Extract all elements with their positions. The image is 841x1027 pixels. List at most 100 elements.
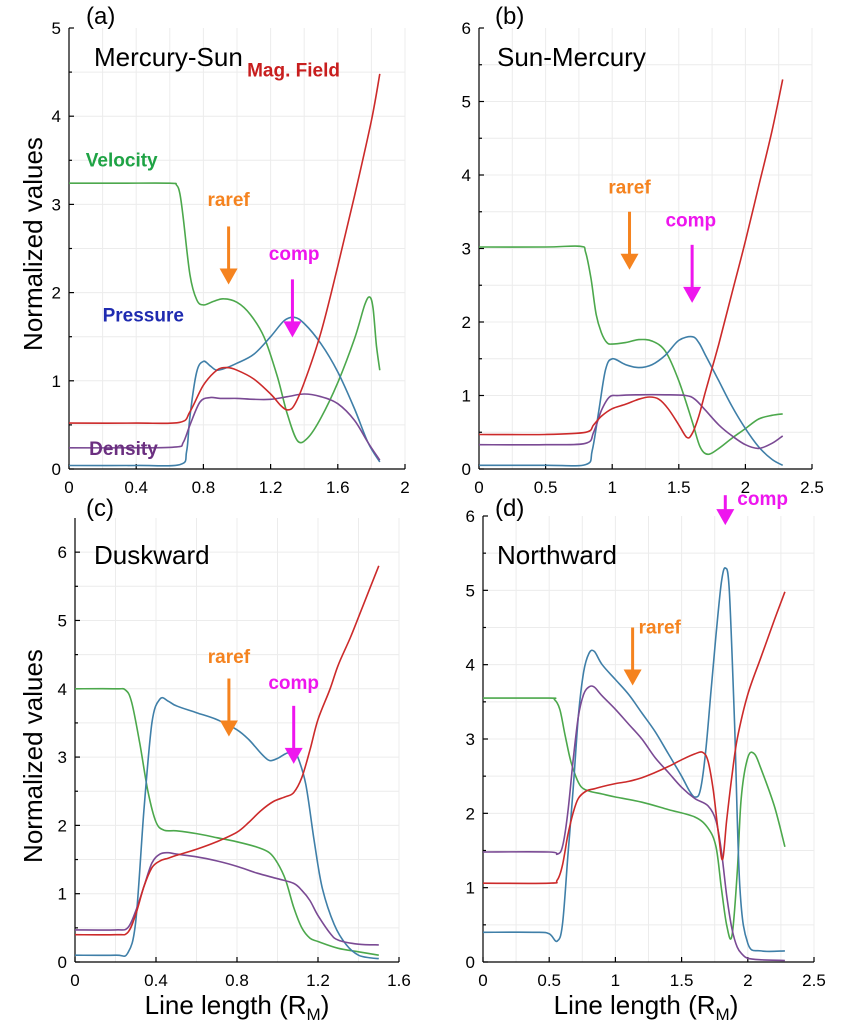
series-line-velocity [482, 697, 786, 940]
y-tick-label: 4 [466, 656, 475, 675]
raref-label: raref [207, 190, 250, 211]
y-tick-label: 2 [462, 313, 471, 332]
y-tick-label: 1 [462, 387, 471, 406]
y-tick-label: 3 [52, 195, 61, 214]
y-tick-label: 5 [462, 93, 471, 112]
series-line-density [68, 393, 381, 461]
raref-arrow-head [219, 720, 238, 737]
y-tick-label: 4 [52, 107, 61, 126]
series-label-velocity: Velocity [86, 150, 158, 171]
y-tick-label: 2 [58, 816, 67, 835]
series-line-density [478, 393, 784, 450]
y-tick-label: 5 [58, 611, 67, 630]
y-tick-label: 3 [462, 240, 471, 259]
panel-title: Sun-Mercury [497, 42, 646, 72]
x-tick-label: 0 [478, 971, 487, 990]
panel-label: (a) [86, 3, 115, 30]
y-axis-title-top: Normalized values [18, 137, 48, 351]
series-line-mag [482, 591, 786, 885]
comp-label: comp [268, 673, 319, 694]
series-line-pressure [478, 335, 784, 467]
x-tick-label: 0.4 [124, 478, 148, 497]
panel-b: 0 0.5 1 1.5 2 2.5 0 1 2 3 4 5 6 (b) Sun-Mercury rarefco… [462, 3, 824, 497]
x-tick-label: 0.8 [225, 971, 249, 990]
x-tick-label: 1.6 [387, 971, 411, 990]
x-tick-label: 1.6 [326, 478, 350, 497]
x-tick-label: 0.5 [537, 971, 561, 990]
x-tick-label: 2 [741, 478, 750, 497]
series-label-density: Density [89, 439, 158, 460]
comp-arrow-head [284, 747, 303, 764]
comp-arrow-head [683, 286, 702, 303]
x-tick-label: 1 [607, 478, 616, 497]
raref-label: raref [608, 177, 651, 198]
x-tick-label: 0.5 [534, 478, 558, 497]
x-tick-label: 0 [70, 971, 79, 990]
x-tick-label: 2 [400, 478, 409, 497]
x-tick-label: 1 [611, 971, 620, 990]
axis-titles: Normalized values Normalized values Line… [18, 137, 738, 1024]
panel-a: 0 0.4 0.8 1.2 1.6 2 0 1 2 3 4 5 (a) Mercury-Sun Mag. F… [52, 3, 410, 497]
raref-arrow-head [620, 253, 639, 270]
y-tick-label: 6 [466, 507, 475, 526]
series-label-mag: Mag. Field [247, 61, 340, 82]
y-tick-label: 4 [462, 166, 471, 185]
y-tick-label: 6 [462, 19, 471, 38]
raref-arrow-head [623, 669, 642, 686]
raref-arrow-head [219, 268, 238, 285]
raref-label: raref [639, 618, 682, 639]
series-line-velocity [74, 687, 379, 956]
x-tick-label: 1.2 [306, 971, 330, 990]
x-tick-label: 1.5 [670, 971, 694, 990]
x-tick-label: 2.5 [800, 478, 824, 497]
x-tick-label: 0 [474, 478, 483, 497]
series-line-pressure [74, 696, 379, 960]
x-axis-title-left: Line length (RM) [145, 990, 330, 1024]
series-line-mag [68, 73, 381, 425]
panel-title: Northward [497, 540, 617, 570]
y-tick-label: 1 [58, 885, 67, 904]
comp-label: comp [665, 210, 716, 231]
y-tick-label: 3 [466, 730, 475, 749]
y-tick-label: 2 [52, 284, 61, 303]
x-tick-label: 2.5 [802, 971, 826, 990]
comp-label: comp [269, 244, 320, 265]
x-tick-label: 1.5 [667, 478, 691, 497]
y-tick-label: 3 [58, 748, 67, 767]
y-tick-label: 6 [58, 543, 67, 562]
panel-title: Mercury-Sun [94, 42, 243, 72]
panel-c: 0 0.4 0.8 1.2 1.6 0 1 2 3 4 5 6 (c) Duskward raref comp [58, 495, 411, 990]
y-tick-label: 4 [58, 680, 67, 699]
series-line-pressure [482, 567, 785, 953]
panel-label: (c) [86, 495, 114, 522]
series-line-density [74, 851, 379, 946]
y-tick-label: 0 [466, 953, 475, 972]
series-label-pressure: Pressure [103, 306, 184, 327]
comp-arrow-head [716, 509, 735, 526]
x-tick-label: 1.2 [259, 478, 283, 497]
series-line-mag [74, 565, 380, 936]
y-tick-label: 5 [52, 19, 61, 38]
panel-label: (d) [495, 495, 524, 522]
series-line-velocity [69, 182, 381, 444]
y-tick-label: 0 [462, 460, 471, 479]
x-tick-label: 0 [64, 478, 73, 497]
y-tick-label: 0 [52, 460, 61, 479]
x-tick-label: 0.4 [144, 971, 168, 990]
y-tick-label: 0 [58, 953, 67, 972]
series-line-pressure [68, 316, 381, 467]
series-line-density [482, 685, 785, 962]
series-line-mag [478, 79, 784, 439]
panel-title: Duskward [94, 540, 210, 570]
raref-label: raref [208, 647, 251, 668]
series-line-velocity [478, 245, 783, 456]
comp-label: comp [737, 489, 788, 510]
x-tick-label: 2 [743, 971, 752, 990]
y-tick-label: 1 [52, 372, 61, 391]
comp-arrow-head [283, 321, 302, 338]
y-axis-title-bottom: Normalized values [18, 649, 48, 863]
panel-label: (b) [495, 3, 524, 30]
y-tick-label: 2 [466, 804, 475, 823]
x-axis-title-right: Line length (RM) [554, 990, 739, 1024]
